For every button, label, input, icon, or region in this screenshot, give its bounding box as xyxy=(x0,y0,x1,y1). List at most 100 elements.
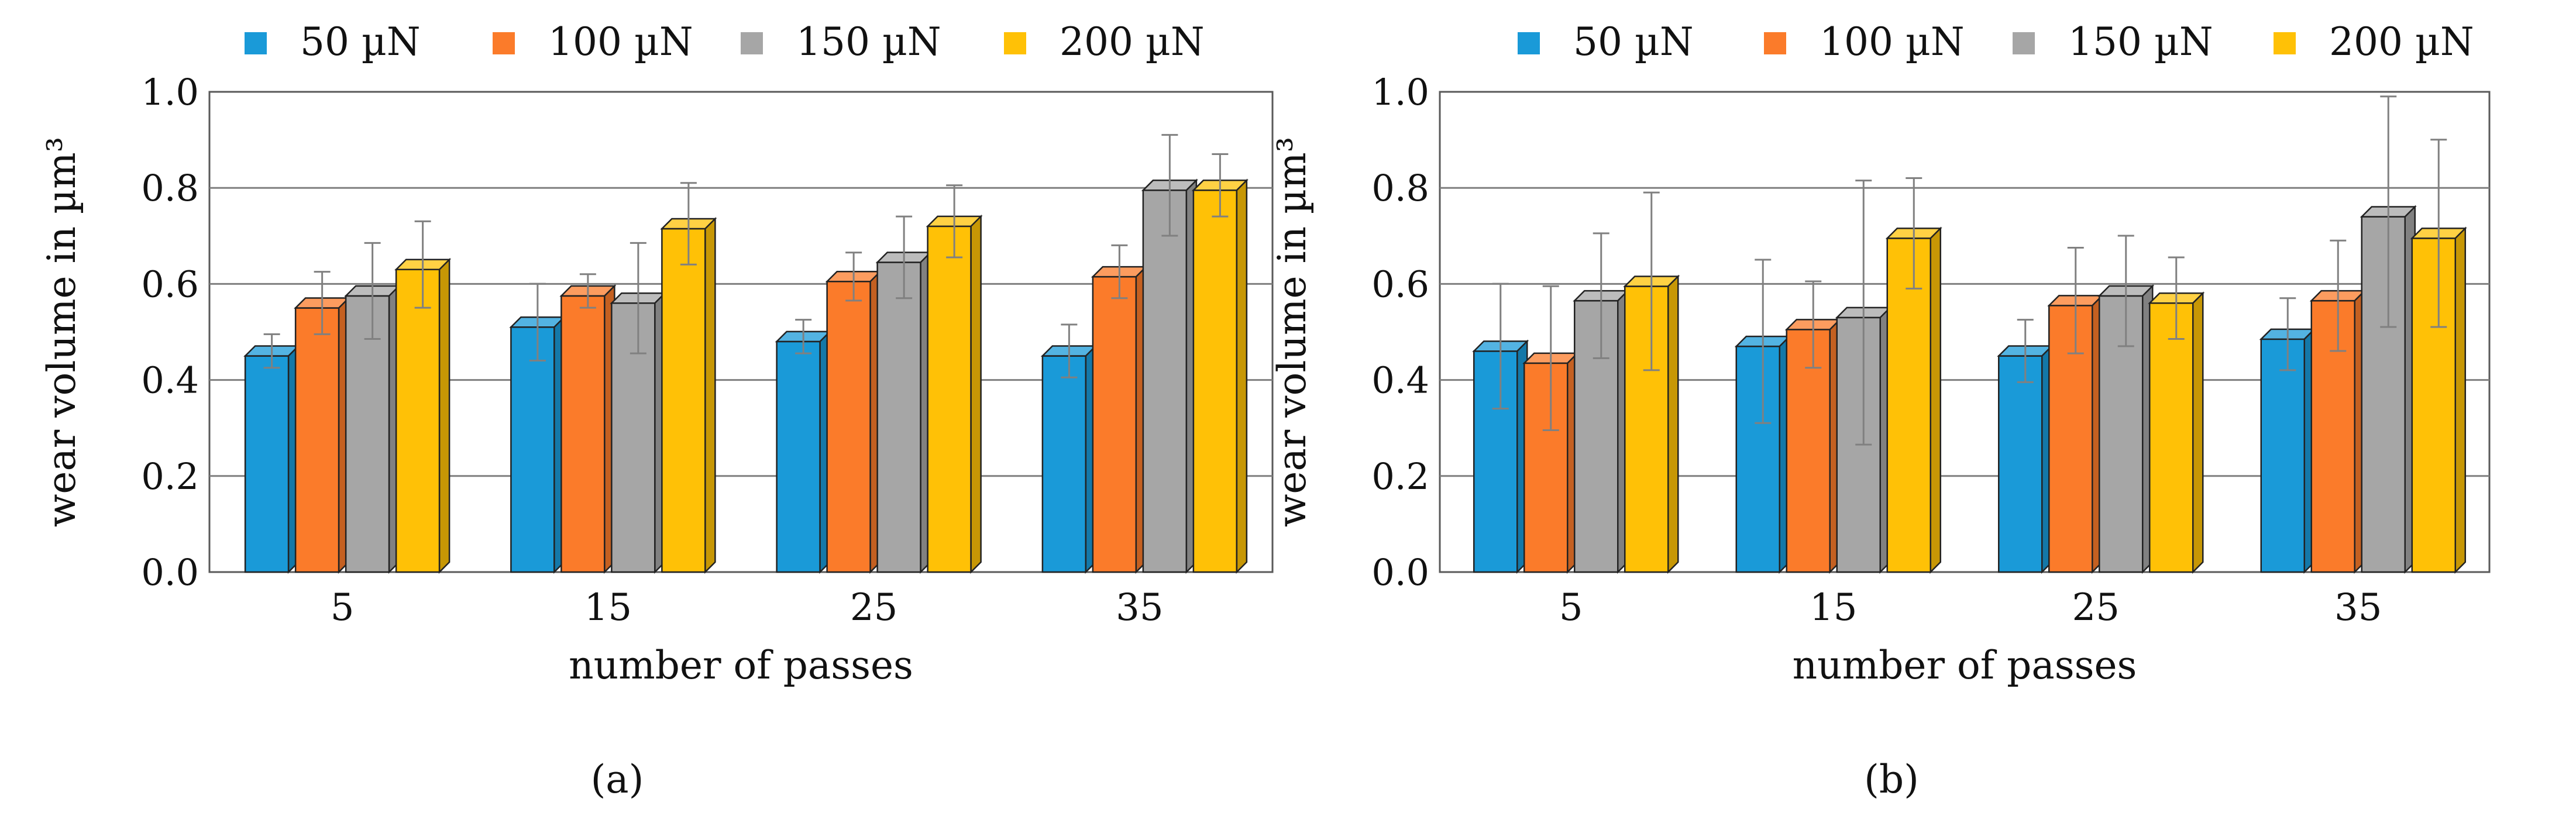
bar xyxy=(1522,351,1580,574)
bar-front xyxy=(776,340,821,573)
y-tick-label: 1.0 xyxy=(141,71,199,113)
bar-front xyxy=(611,302,656,573)
bar-front xyxy=(2048,305,2093,573)
legend-swatch xyxy=(493,32,515,54)
bar-front xyxy=(1523,362,1569,573)
bar xyxy=(775,329,832,574)
error-bar xyxy=(1755,259,1772,424)
y-tick-label: 0.2 xyxy=(1371,455,1429,498)
x-tick-label: 5 xyxy=(331,586,355,629)
error-bar xyxy=(1061,323,1078,378)
legend-swatch xyxy=(2013,32,2035,54)
error-bar xyxy=(1643,191,1660,371)
bar xyxy=(825,270,882,574)
x-tick-label: 5 xyxy=(1559,586,1583,629)
bar-side xyxy=(970,214,982,574)
x-tick-label: 15 xyxy=(1810,586,1857,629)
bar xyxy=(394,257,452,574)
y-axis-label: wear volume in µm³ xyxy=(1270,137,1315,527)
bar-front xyxy=(1574,299,1619,573)
error-bar xyxy=(314,271,331,335)
bar xyxy=(875,250,933,574)
bar-front xyxy=(345,295,390,573)
y-tick-label: 0.8 xyxy=(1371,167,1429,209)
bar-side xyxy=(1930,226,1941,574)
error-bar xyxy=(2430,139,2447,328)
error-bar xyxy=(1111,244,1128,299)
bar-side xyxy=(2192,291,2204,574)
bar-front xyxy=(395,268,441,573)
y-tick-label: 0.2 xyxy=(141,455,199,498)
bar xyxy=(2148,291,2205,574)
legend: 50 µN 100 µN 150 µN 200 µN xyxy=(1518,19,2474,64)
bar xyxy=(926,214,983,574)
legend-label: 100 µN xyxy=(548,19,693,64)
bar xyxy=(1040,344,1098,574)
bar-front xyxy=(2099,295,2144,573)
bar xyxy=(2360,205,2417,574)
y-tick-label: 0.0 xyxy=(141,551,199,594)
error-bar xyxy=(1593,232,1609,359)
y-axis-label: wear volume in µm³ xyxy=(39,137,84,527)
error-bar xyxy=(2330,239,2347,352)
y-tick-label: 0.0 xyxy=(1371,551,1429,594)
bar-side xyxy=(438,257,450,574)
bar-front xyxy=(2310,299,2355,573)
legend-item: 100 µN xyxy=(1764,19,1965,64)
plot-frame xyxy=(1439,91,2491,573)
chart-panel-b: 0.0 0.2 0.4 0.6 0.8 1.0 5 15 25 35 number of passe… xyxy=(1270,19,2491,802)
error-bar xyxy=(1492,283,1509,410)
bar-front xyxy=(1786,329,1831,573)
legend-item: 200 µN xyxy=(1004,19,1205,64)
x-tick-label: 15 xyxy=(584,586,632,629)
error-bar xyxy=(2279,297,2296,371)
legend-swatch xyxy=(245,32,267,54)
bar-side xyxy=(704,216,716,574)
x-axis-label: number of passes xyxy=(569,643,913,688)
bar xyxy=(2047,294,2104,574)
bar-front xyxy=(927,225,972,573)
error-bar xyxy=(529,283,546,361)
panel-caption: (b) xyxy=(1864,757,1919,802)
plot-frame xyxy=(208,91,1274,573)
legend-label: 50 µN xyxy=(1573,19,1694,64)
bar-front xyxy=(1142,190,1188,573)
legend-swatch xyxy=(1004,32,1026,54)
bar-side xyxy=(2454,226,2466,574)
bar-front xyxy=(2361,216,2406,573)
bar xyxy=(559,284,617,574)
bar-front xyxy=(876,261,921,573)
bar-front xyxy=(1473,350,1518,573)
bar-side xyxy=(1667,274,1679,574)
bar-front xyxy=(1624,285,1669,573)
error-bar xyxy=(579,273,596,309)
error-bar xyxy=(845,252,862,302)
bar xyxy=(1141,178,1198,574)
bar-front xyxy=(560,295,606,573)
x-tick-label: 25 xyxy=(2072,586,2120,629)
legend: 50 µN 100 µN 150 µN 200 µN xyxy=(245,19,1205,64)
legend-label: 150 µN xyxy=(796,19,941,64)
error-bar xyxy=(1542,285,1559,432)
bar-front xyxy=(1041,355,1087,573)
panel-caption: (a) xyxy=(591,757,644,802)
error-bar xyxy=(946,184,963,259)
error-bar xyxy=(364,242,381,340)
y-tick-label: 0.4 xyxy=(141,359,199,402)
error-bar xyxy=(263,333,280,369)
error-bar xyxy=(1855,180,1872,446)
legend-label: 100 µN xyxy=(1820,19,1965,64)
error-bar xyxy=(680,182,697,266)
legend-swatch xyxy=(2274,32,2296,54)
error-bar xyxy=(2380,95,2397,328)
y-tick-label: 0.6 xyxy=(1371,263,1429,305)
error-bar xyxy=(1161,134,1178,237)
legend-swatch xyxy=(1518,32,1540,54)
bar-front xyxy=(1192,190,1238,573)
bar-front xyxy=(826,281,871,573)
bar xyxy=(243,344,301,574)
legend-label: 50 µN xyxy=(300,19,421,64)
legend-label: 150 µN xyxy=(2068,19,2213,64)
error-bar xyxy=(795,319,812,354)
